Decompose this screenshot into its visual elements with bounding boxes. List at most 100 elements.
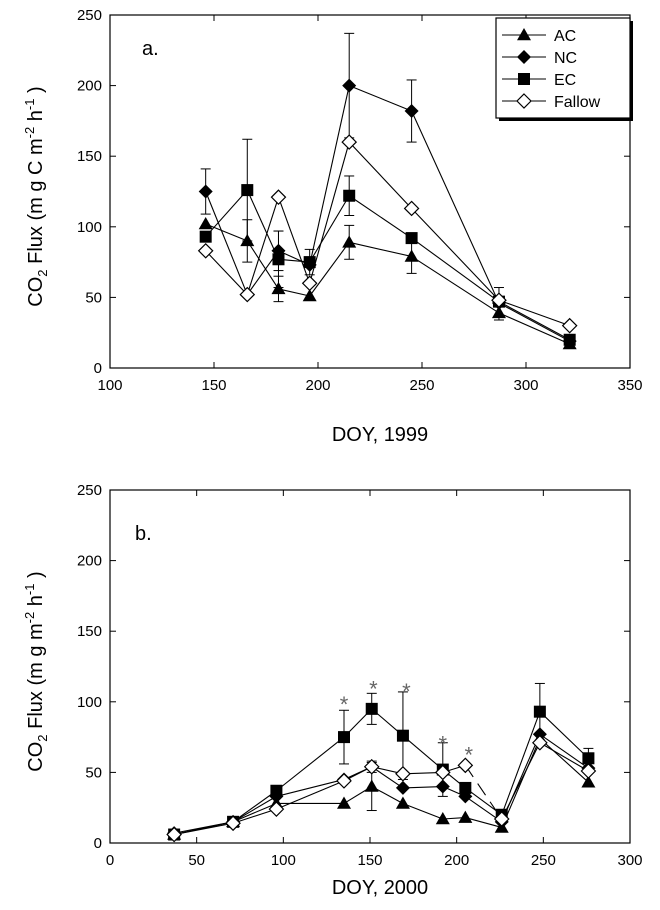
y-tick-label: 100 [77, 694, 102, 711]
legend-label-nc: NC [554, 50, 577, 67]
x-tick-label: 250 [409, 377, 434, 394]
series-line-segment [411, 255, 500, 314]
series-line-segment [501, 742, 541, 820]
y-axis-title-unit: Flux (m g m [25, 623, 47, 734]
data-point-fallow [239, 286, 256, 303]
data-point-nc [404, 104, 419, 119]
series-line-segment [348, 85, 412, 112]
data-point-ec [582, 752, 595, 765]
y-tick-label: 50 [85, 764, 102, 781]
significance-marker: * [340, 692, 349, 717]
series-line-segment [539, 742, 589, 772]
legend-marker-ac [517, 28, 531, 41]
x-tick-label: 100 [271, 852, 296, 869]
data-point-fallow [403, 200, 420, 217]
series-line-segment [232, 802, 277, 823]
y-axis-title-close: ) [25, 571, 47, 583]
series-ec [199, 138, 576, 346]
y-tick-label: 100 [77, 219, 102, 236]
panel-label: a. [142, 38, 159, 60]
x-tick-label: 100 [97, 377, 122, 394]
data-point-fallow [580, 763, 597, 779]
data-point-ac [337, 796, 351, 809]
significance-marker: * [402, 679, 411, 704]
series-line-segment [371, 766, 404, 789]
y-tick-label: 250 [77, 482, 102, 499]
y-axis-title: CO2 Flux (m g C m-2 h-1 ) [22, 86, 50, 306]
legend-marker-fallow [516, 93, 532, 109]
series-line-segment [411, 110, 500, 304]
y-tick-label: 250 [77, 7, 102, 24]
y-tick-label: 200 [77, 78, 102, 95]
series-line-segment [232, 795, 277, 823]
series-fallow [166, 734, 597, 843]
series-line-segment [464, 765, 503, 820]
series-line-segment [402, 735, 444, 770]
series-fallow [197, 134, 578, 334]
data-point-ac [302, 288, 317, 302]
x-tick-label: 350 [617, 377, 642, 394]
legend-label-ac: AC [554, 28, 576, 45]
significance-marker: * [369, 676, 378, 701]
x-tick-label: 150 [357, 852, 382, 869]
y-axis-title-sup2: -1 [22, 99, 37, 111]
series-line-segment [498, 299, 570, 327]
x-tick-label: 200 [444, 852, 469, 869]
data-point-ec [396, 729, 409, 742]
data-point-ac [198, 216, 213, 230]
legend-marker-nc [517, 50, 531, 64]
y-axis-title: CO2 Flux (m g m-2 h-1 ) [22, 571, 50, 771]
series-line-segment [276, 780, 345, 810]
data-point-fallow [270, 189, 287, 205]
y-axis-title-sub: 2 [35, 269, 50, 276]
data-point-ac [271, 281, 286, 295]
x-axis-title: DOY, 2000 [332, 877, 428, 899]
data-point-fallow [336, 773, 352, 789]
series-line-segment [309, 141, 350, 284]
series-line-segment [411, 237, 500, 303]
series-line-segment [277, 196, 311, 284]
data-point-fallow [493, 811, 510, 827]
data-point-fallow [225, 815, 241, 832]
series-line-segment [276, 736, 345, 792]
y-axis-title-sup2: -1 [22, 584, 37, 596]
data-point-nc [395, 780, 410, 795]
legend-label-fallow: Fallow [554, 94, 601, 111]
plot-frame [109, 14, 631, 369]
y-axis-title-sub: 2 [35, 734, 50, 741]
x-tick-label: 50 [188, 852, 205, 869]
data-point-fallow [197, 242, 214, 259]
y-tick-label: 150 [77, 148, 102, 165]
series-line-segment [309, 195, 350, 263]
x-tick-label: 0 [106, 852, 114, 869]
data-point-ac [581, 775, 596, 788]
y-tick-label: 0 [94, 835, 102, 852]
series-line-segment [246, 240, 279, 290]
x-tick-label: 200 [305, 377, 330, 394]
data-point-fallow [301, 275, 318, 292]
series-line-segment [498, 301, 570, 341]
data-point-ec [533, 705, 546, 718]
data-point-fallow [395, 765, 411, 782]
y-tick-label: 50 [85, 289, 102, 306]
series-line-segment [309, 85, 350, 266]
data-point-ec [563, 333, 576, 346]
data-point-ec [272, 253, 285, 266]
chart-panel-b: 0 50 100 150 200 250 300 0 50 100 150 200 250 DOY, 20… [22, 482, 643, 899]
y-tick-label: 0 [94, 360, 102, 377]
data-point-ec [343, 189, 356, 202]
series-line-segment [205, 189, 248, 238]
legend-label-ec: EC [554, 72, 576, 89]
series-line-segment [402, 802, 443, 820]
data-point-fallow [532, 734, 548, 751]
data-point-nc [198, 184, 213, 199]
series-line-segment [246, 196, 280, 295]
data-point-ec [241, 184, 254, 197]
legend-marker-ec [518, 73, 530, 85]
y-axis-title-h: h [25, 110, 47, 127]
series-line-segment [539, 733, 589, 769]
series-line-segment [411, 208, 500, 301]
data-point-ec [338, 731, 350, 744]
legend: AC NC EC Fallow [495, 17, 633, 121]
